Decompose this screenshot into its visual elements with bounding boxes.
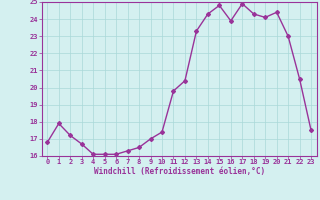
X-axis label: Windchill (Refroidissement éolien,°C): Windchill (Refroidissement éolien,°C) [94, 167, 265, 176]
